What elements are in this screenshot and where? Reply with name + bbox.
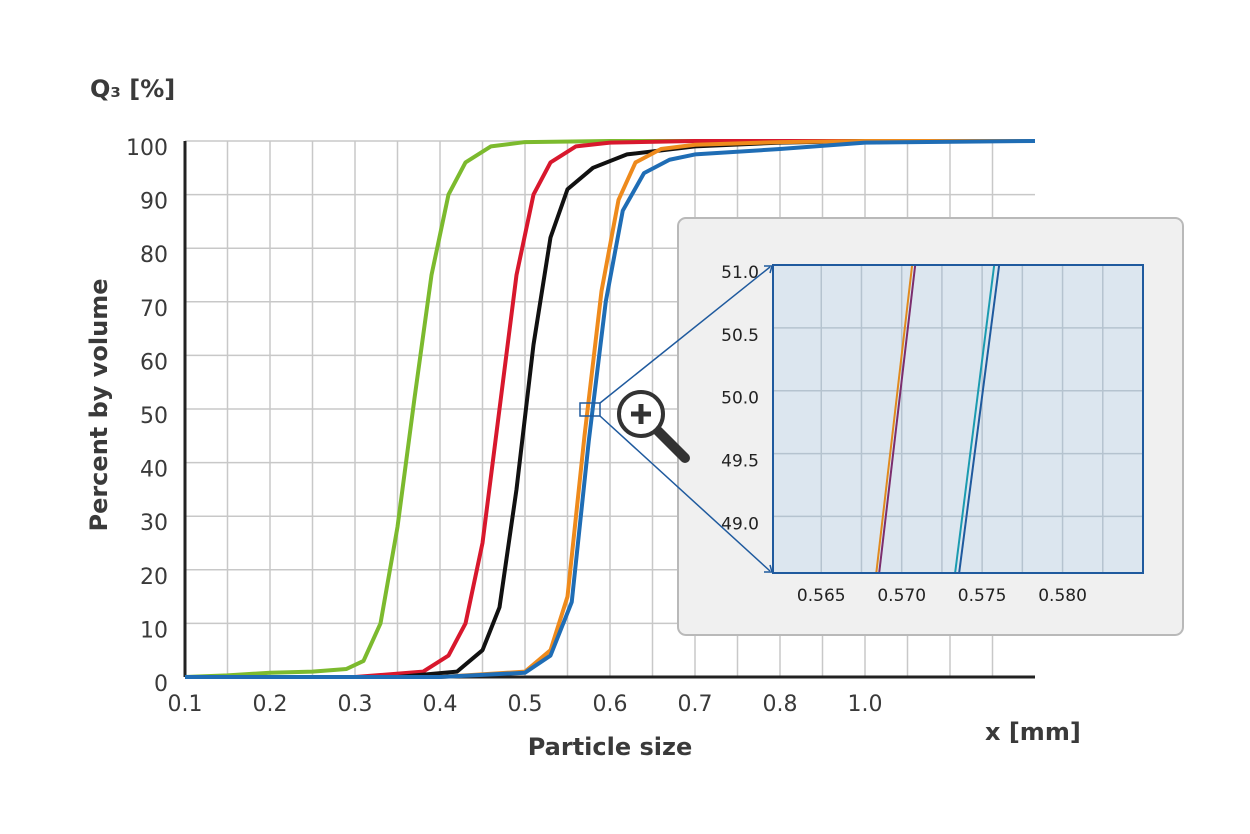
arrow-head: [764, 564, 773, 573]
y-tick-label: 80: [140, 243, 168, 268]
data-line: [875, 264, 914, 574]
y-tick-label: 60: [140, 350, 168, 375]
x-tick-label: 0.565: [797, 586, 846, 606]
y-title: Q₃ [%]: [90, 75, 175, 103]
x-tick-label: 0.580: [1038, 586, 1087, 606]
x-tick-label: 1.0: [848, 692, 883, 717]
data-line: [184, 139, 865, 679]
y-tick-label: 40: [140, 458, 168, 483]
x-tick-label: 0.3: [338, 692, 373, 717]
inset-border: [772, 264, 1144, 574]
y-tick-label: 100: [126, 136, 168, 161]
y-tick-label: 50.5: [721, 326, 759, 346]
zoom-box: [579, 402, 601, 417]
inset-plot: 49.0 49.5 50.0 50.5 51.0 0.565 0.570 0.575 0.580: [721, 263, 1143, 606]
zoom-line: [599, 415, 771, 572]
zoom-indicator: [579, 265, 773, 573]
y-tick-label: 49.0: [721, 514, 759, 534]
x-tick-label: 0.1: [168, 692, 203, 717]
arrow-head: [764, 265, 773, 274]
zoom-line: [599, 266, 771, 404]
x-tick-label: 0.570: [877, 586, 926, 606]
y-tick-label: 50: [140, 404, 168, 429]
inset-background: [773, 265, 1143, 573]
data-line: [958, 264, 1001, 574]
y-tick-label: 49.5: [721, 452, 759, 472]
data-line: [878, 264, 917, 574]
data-line: [954, 264, 996, 574]
x-axis-label: Particle size: [528, 733, 693, 761]
x-tick-label: 0.7: [678, 692, 713, 717]
data-line: [185, 139, 1036, 679]
x-tick-label: 0.575: [958, 586, 1007, 606]
y-tick-label: 30: [140, 511, 168, 536]
y-tick-label: 90: [140, 190, 168, 215]
y-tick-label: 70: [140, 297, 168, 322]
y-tick-label: 10: [140, 618, 168, 643]
y-axis-label: Percent by volume: [85, 278, 113, 531]
main-plot: 0 10 20 30 40 50 60 70 80 90 100 0.1 0.2 0.3 0.4 0.5 0.6…: [126, 136, 1036, 717]
y-tick-label: 50.0: [721, 389, 759, 409]
x-tick-label: 0.6: [593, 692, 628, 717]
x-tick-label: 0.2: [253, 692, 288, 717]
data-line: [185, 139, 865, 679]
y-tick-label: 20: [140, 565, 168, 590]
y-tick-label: 0: [154, 672, 168, 697]
magnifier-icon: [617, 390, 690, 463]
x-tick-label: 0.8: [763, 692, 798, 717]
x-tick-label: 0.4: [423, 692, 458, 717]
x-tick-label: 0.5: [508, 692, 543, 717]
y-tick-label: 51.0: [721, 263, 759, 283]
x-unit: x [mm]: [985, 718, 1081, 746]
